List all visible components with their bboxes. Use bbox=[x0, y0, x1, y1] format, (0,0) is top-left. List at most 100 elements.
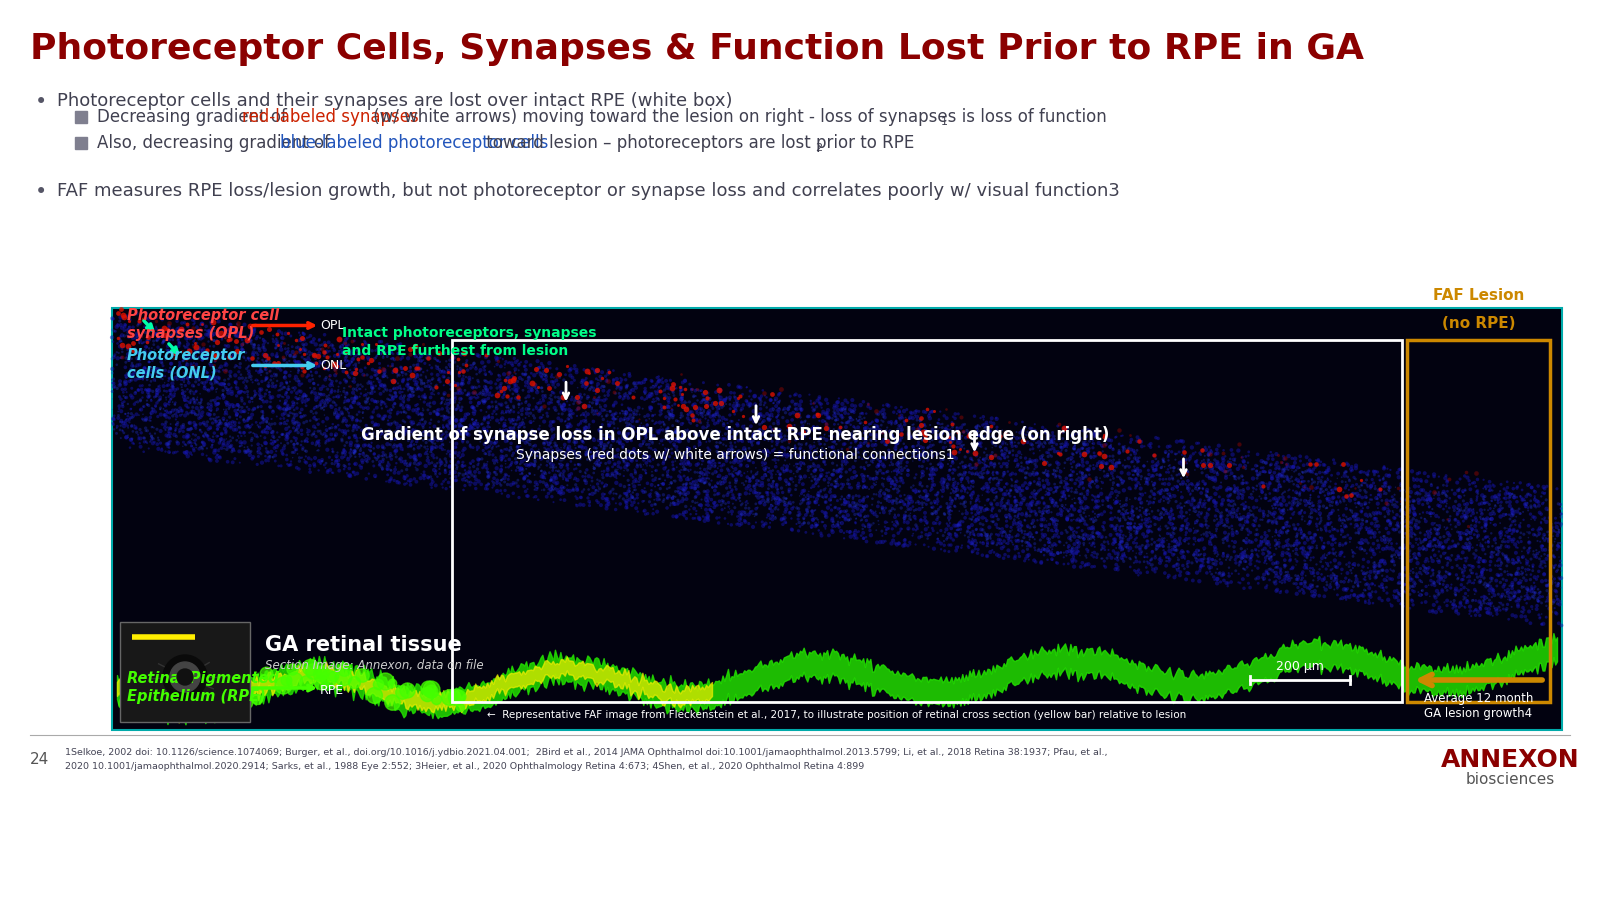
Point bbox=[1405, 492, 1430, 507]
Point bbox=[291, 341, 317, 356]
Point bbox=[634, 466, 659, 481]
Point bbox=[579, 403, 605, 418]
Point bbox=[1342, 481, 1368, 495]
Point bbox=[1298, 563, 1323, 578]
Point bbox=[358, 386, 384, 400]
Point bbox=[840, 398, 866, 412]
Point bbox=[1133, 503, 1158, 517]
Point bbox=[1362, 560, 1387, 574]
Point bbox=[1026, 435, 1051, 449]
Point bbox=[378, 374, 403, 388]
Point bbox=[157, 445, 182, 459]
Point bbox=[995, 493, 1021, 508]
Point bbox=[678, 408, 704, 422]
Point bbox=[1397, 571, 1422, 585]
Point bbox=[974, 531, 1000, 545]
Point bbox=[1075, 543, 1101, 557]
Point bbox=[110, 424, 136, 438]
Point bbox=[112, 394, 138, 409]
Point bbox=[723, 451, 749, 465]
Point bbox=[426, 374, 451, 388]
Point bbox=[448, 418, 474, 433]
Point bbox=[531, 393, 557, 408]
Point bbox=[1254, 529, 1280, 544]
Point bbox=[606, 406, 632, 420]
Point bbox=[1035, 446, 1061, 460]
Point bbox=[819, 467, 845, 482]
Point bbox=[584, 383, 610, 398]
Point bbox=[1362, 556, 1387, 571]
Point bbox=[971, 417, 997, 431]
Point bbox=[758, 504, 784, 518]
Point bbox=[1424, 526, 1450, 541]
Point bbox=[1538, 582, 1563, 597]
Point bbox=[906, 494, 931, 508]
Point bbox=[112, 368, 138, 382]
Point bbox=[1061, 527, 1086, 542]
Point bbox=[1515, 562, 1541, 577]
Point bbox=[181, 393, 206, 408]
Point bbox=[1074, 446, 1099, 460]
Point bbox=[232, 373, 258, 387]
Point bbox=[1163, 535, 1189, 549]
Point bbox=[1467, 555, 1493, 570]
Point bbox=[1054, 525, 1080, 539]
Point bbox=[1021, 434, 1046, 448]
Point bbox=[1237, 557, 1262, 572]
Point bbox=[1499, 576, 1525, 590]
Point bbox=[254, 371, 280, 385]
Point bbox=[341, 445, 366, 459]
Point bbox=[1019, 516, 1045, 530]
Point bbox=[843, 435, 869, 449]
Point bbox=[901, 446, 926, 461]
Point bbox=[518, 443, 544, 457]
Point bbox=[174, 331, 200, 346]
Point bbox=[718, 422, 744, 436]
Point bbox=[381, 400, 406, 415]
Point bbox=[694, 416, 720, 430]
Point bbox=[1190, 543, 1216, 557]
Point bbox=[875, 443, 901, 457]
Point bbox=[566, 395, 592, 410]
Point bbox=[555, 441, 581, 455]
Point bbox=[766, 471, 792, 485]
Point bbox=[629, 416, 654, 430]
Point bbox=[352, 432, 378, 446]
Point bbox=[1074, 430, 1099, 445]
Point bbox=[120, 359, 146, 374]
Point bbox=[1354, 476, 1379, 491]
Point bbox=[470, 387, 496, 401]
Point bbox=[542, 438, 568, 453]
Point bbox=[1218, 455, 1243, 470]
Point bbox=[1160, 508, 1186, 522]
Point bbox=[1013, 536, 1038, 550]
Point bbox=[408, 456, 434, 471]
Point bbox=[275, 398, 301, 412]
Point bbox=[454, 363, 480, 377]
Point bbox=[1307, 454, 1333, 469]
Point bbox=[1136, 467, 1162, 482]
Point bbox=[576, 494, 602, 508]
Point bbox=[310, 393, 336, 408]
Point bbox=[202, 446, 227, 460]
Point bbox=[331, 427, 357, 441]
Point bbox=[800, 490, 826, 504]
Point bbox=[858, 417, 883, 431]
Point bbox=[1282, 464, 1307, 479]
Point bbox=[909, 466, 934, 481]
Point bbox=[1197, 536, 1222, 551]
Point bbox=[1520, 589, 1546, 603]
Point bbox=[840, 504, 866, 518]
Point bbox=[141, 373, 166, 387]
Point bbox=[1536, 543, 1562, 557]
Point bbox=[1414, 505, 1440, 519]
Point bbox=[270, 328, 296, 342]
Point bbox=[619, 495, 645, 509]
Point bbox=[640, 507, 666, 521]
Point bbox=[1339, 557, 1365, 572]
Point bbox=[1453, 482, 1478, 497]
Point bbox=[1509, 491, 1534, 505]
Point bbox=[1048, 493, 1074, 508]
Point bbox=[443, 436, 469, 451]
Point bbox=[1149, 477, 1174, 491]
